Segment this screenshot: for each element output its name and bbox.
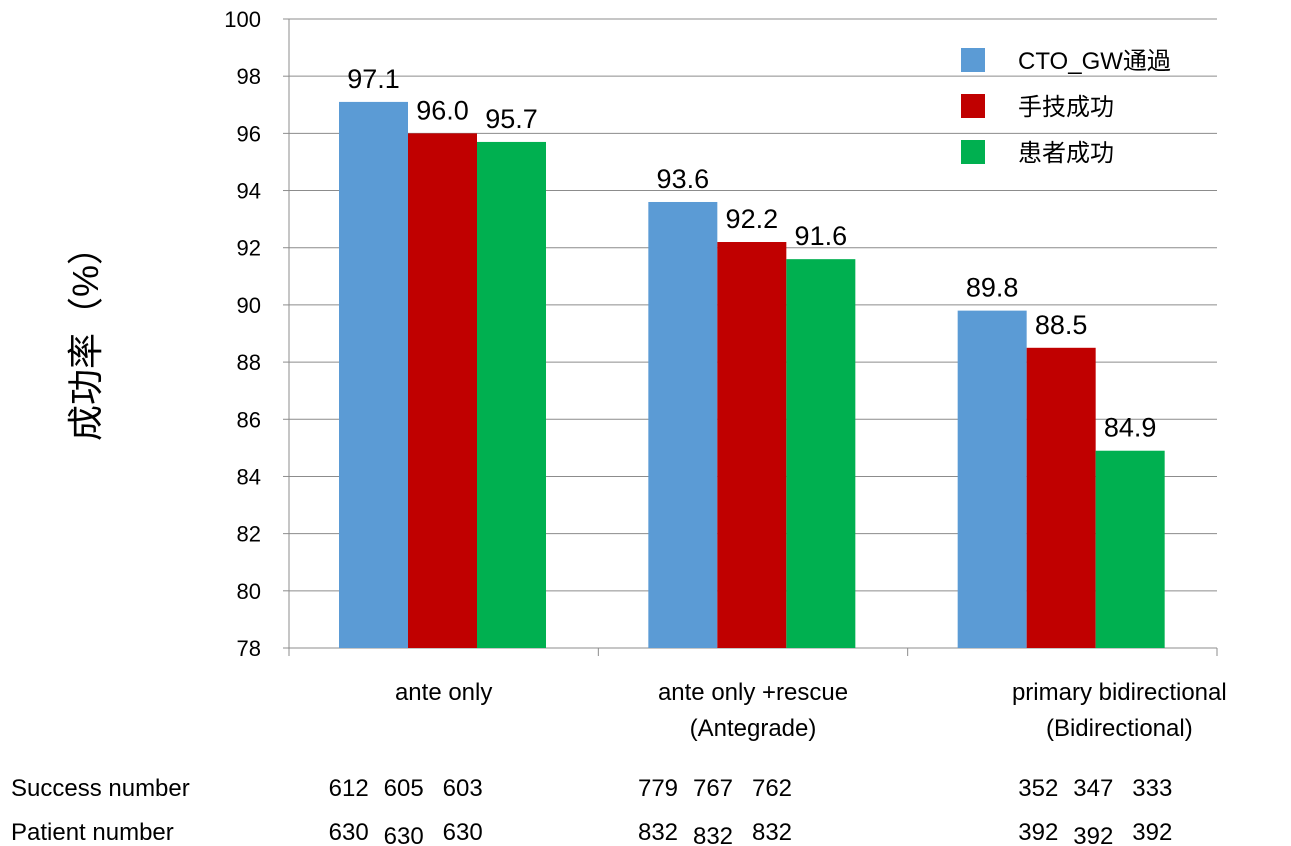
y-tick-label: 84 bbox=[237, 464, 261, 489]
table-cell: 333 bbox=[1132, 775, 1172, 802]
table-cell: 612 bbox=[329, 775, 369, 802]
table-cell: 630 bbox=[384, 823, 424, 846]
legend-label: 手技成功 bbox=[1018, 94, 1114, 121]
data-label: 97.1 bbox=[347, 64, 400, 94]
y-tick-label: 96 bbox=[237, 121, 261, 146]
table-cell: 603 bbox=[443, 775, 483, 802]
bars bbox=[339, 101, 1165, 648]
y-tick-label: 92 bbox=[237, 236, 261, 261]
data-label: 89.8 bbox=[966, 273, 1019, 303]
legend-swatch bbox=[961, 140, 985, 164]
table-cell: 392 bbox=[1073, 823, 1113, 846]
data-label: 84.9 bbox=[1104, 413, 1157, 443]
y-tick-label: 78 bbox=[237, 636, 261, 661]
table-cell: 832 bbox=[693, 823, 733, 846]
y-tick-label: 90 bbox=[237, 293, 261, 318]
table-row-title: Success number bbox=[11, 775, 190, 802]
category-label: (Antegrade) bbox=[690, 715, 817, 742]
bar bbox=[339, 101, 408, 648]
y-tick-label: 88 bbox=[237, 350, 261, 375]
table-cell: 762 bbox=[752, 775, 792, 802]
count-table: Success number 612 605 603 779 767 762 352 347 33… bbox=[11, 775, 1172, 846]
data-label: 92.2 bbox=[726, 204, 779, 234]
data-label: 93.6 bbox=[657, 164, 710, 194]
table-cell: 779 bbox=[638, 775, 678, 802]
category-label: primary bidirectional bbox=[1012, 679, 1227, 706]
y-tick-label: 82 bbox=[237, 522, 261, 547]
table-cell: 605 bbox=[384, 775, 424, 802]
bar bbox=[957, 310, 1027, 648]
category-label: (Bidirectional) bbox=[1046, 715, 1193, 742]
y-tick-label: 100 bbox=[224, 7, 261, 32]
category-labels: ante only ante only +rescue (Antegrade) pri… bbox=[395, 679, 1227, 742]
data-label: 88.5 bbox=[1035, 310, 1088, 340]
x-axis bbox=[288, 647, 1218, 656]
table-cell: 630 bbox=[443, 819, 483, 846]
y-axis: 78 80 82 84 86 88 90 92 94 96 98 100 bbox=[224, 7, 290, 661]
bar bbox=[717, 242, 787, 648]
data-label: 96.0 bbox=[416, 95, 469, 125]
legend-swatch bbox=[961, 94, 985, 118]
bar bbox=[477, 141, 546, 648]
category-label: ante only +rescue bbox=[658, 679, 848, 706]
table-cell: 832 bbox=[638, 819, 678, 846]
legend-swatch bbox=[961, 48, 985, 72]
table-cell: 347 bbox=[1073, 775, 1113, 802]
bar bbox=[1095, 450, 1165, 648]
category-label: ante only bbox=[395, 679, 492, 706]
y-tick-label: 98 bbox=[237, 64, 261, 89]
bar bbox=[1026, 347, 1096, 648]
table-cell: 352 bbox=[1018, 775, 1058, 802]
data-label: 95.7 bbox=[485, 104, 538, 134]
table-cell: 767 bbox=[693, 775, 733, 802]
table-cell: 392 bbox=[1018, 819, 1058, 846]
legend-label: 患者成功 bbox=[1018, 140, 1114, 167]
table-row-title: Patient number bbox=[11, 819, 174, 846]
y-tick-label: 80 bbox=[237, 579, 261, 604]
legend-label: CTO_GW通過 bbox=[1018, 48, 1171, 75]
y-axis-title: 成功率（%） bbox=[65, 229, 106, 441]
data-label: 91.6 bbox=[795, 221, 848, 251]
data-labels: 97.1 96.0 95.7 93.6 92.2 91.6 89.8 88.5 84.9 bbox=[347, 64, 1156, 443]
table-cell: 630 bbox=[329, 819, 369, 846]
table-cell: 832 bbox=[752, 819, 792, 846]
y-tick-label: 94 bbox=[237, 179, 261, 204]
bar bbox=[648, 201, 718, 648]
table-cell: 392 bbox=[1132, 819, 1172, 846]
bar bbox=[786, 259, 856, 648]
y-tick-label: 86 bbox=[237, 407, 261, 432]
bar bbox=[408, 133, 477, 648]
